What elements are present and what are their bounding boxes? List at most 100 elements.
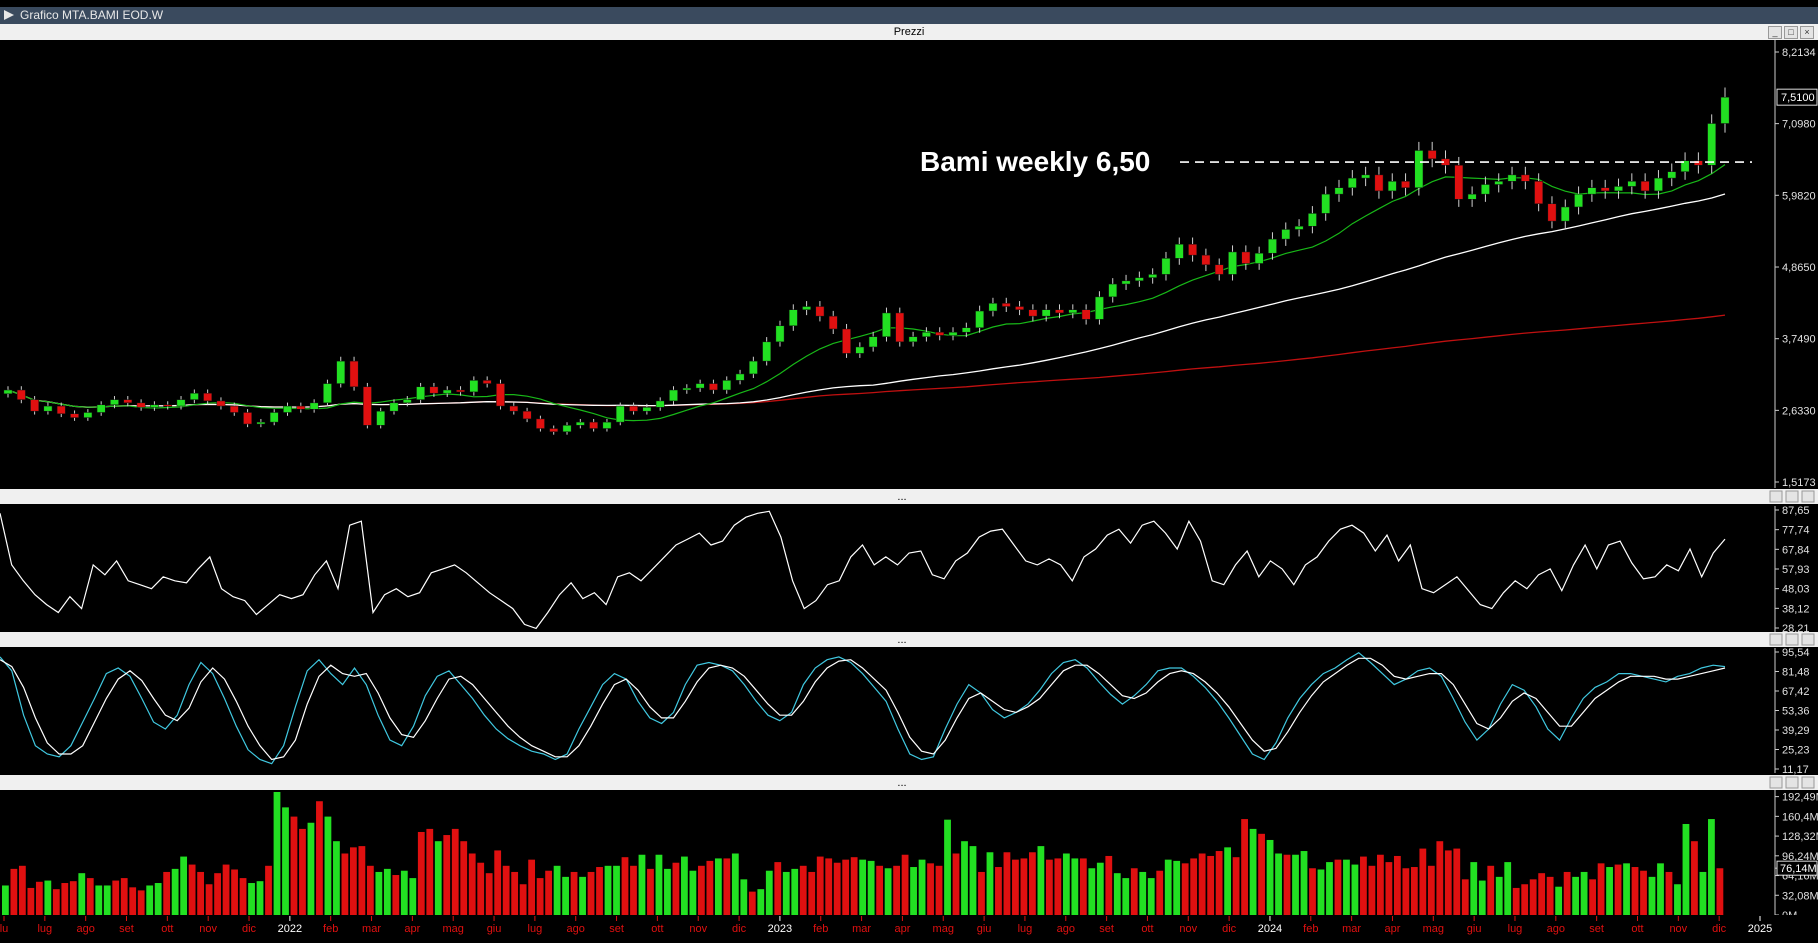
x-tick-label: ago [1547,923,1565,935]
x-tick-label: mag [443,923,464,935]
volume-bar [545,870,553,915]
volume-bar [222,864,230,915]
volume-bar [706,860,714,915]
volume-bar [239,878,247,915]
x-tick-label: dic [242,923,257,935]
candle [309,399,319,413]
volume-bar [69,881,77,915]
volume-bar [400,870,408,915]
volume-bar [1164,859,1172,915]
volume-bar [562,876,569,915]
volume-bar [723,858,731,915]
volume-bar [1657,863,1664,915]
volume-bar [918,859,926,915]
minimize-icon[interactable]: _ [1768,26,1782,39]
candle [642,403,652,415]
candle [1494,173,1504,193]
volume-bar [961,841,968,915]
candle [1055,304,1064,319]
volume-bar [740,879,748,915]
volume-bar [1385,862,1393,915]
volume-tick-label: 32,08M [1782,890,1818,902]
close-icon[interactable] [1801,633,1815,646]
candle [868,331,878,352]
candle [855,342,865,358]
volume-bar [1054,858,1062,915]
candle [30,396,39,415]
maximize-icon[interactable]: □ [1784,26,1798,39]
candle [243,409,252,428]
candle [735,369,745,385]
volume-bar [1538,873,1546,915]
candle [296,402,306,413]
volume-panel-header [0,775,1818,790]
maximize-icon[interactable] [1785,776,1799,789]
candle [1334,179,1344,202]
candle [229,402,239,416]
volume-bar [995,867,1002,915]
candle [1241,245,1251,270]
price-tick-label: 5,9820 [1782,190,1816,202]
maximize-icon[interactable] [1785,490,1799,503]
price-tick-label: 1,5173 [1782,477,1816,489]
volume-bar [154,883,162,915]
candle [362,382,372,429]
candle [922,327,931,342]
volume-bar [1266,839,1274,915]
volume-bar [1292,854,1299,915]
volume-bar [816,856,824,915]
candle [1214,258,1224,281]
x-tick-label: nov [199,923,217,935]
volume-bar [630,865,637,915]
x-tick-label: lug [1508,923,1523,935]
candle [1467,186,1477,207]
x-tick-label: dic [1712,923,1727,935]
candle [988,297,998,317]
close-icon[interactable] [1801,776,1815,789]
volume-bar [655,854,663,915]
volume-bar [528,859,536,915]
volume-bar [1334,859,1342,915]
minimize-icon[interactable] [1769,633,1783,646]
candle [1188,237,1197,262]
volume-bar [604,865,612,915]
minimize-icon[interactable] [1769,776,1783,789]
volume-bar [1665,871,1673,915]
candle [56,402,66,418]
price-panel-title: Prezzi [893,26,925,38]
close-icon[interactable]: × [1800,26,1814,39]
last-volume-label: 76,14M [1780,863,1817,875]
minimize-icon[interactable] [1769,490,1783,503]
volume-bar [1045,859,1053,915]
volume-bar [214,873,221,915]
x-tick-label: 2024 [1258,923,1282,935]
indicator-tick-label: 67,84 [1782,544,1810,556]
indicator-tick-label: 38,12 [1782,603,1810,615]
volume-bar [697,865,705,915]
x-tick-label: set [1589,923,1604,935]
volume-bar [986,852,994,915]
x-tick-label: 2022 [278,923,302,935]
volume-bar [307,822,315,915]
maximize-icon[interactable] [1785,633,1799,646]
candle [1134,271,1144,287]
volume-bar [52,889,60,915]
candle [549,425,559,435]
price-tick-label: 2,6330 [1782,405,1816,417]
volume-bar [1207,855,1215,915]
candle [203,389,213,405]
volume-bar [935,865,943,915]
window-title-bar[interactable]: Grafico MTA.BAMI EOD.W [0,7,1818,24]
x-tick-label: ago [76,923,94,935]
x-tick-label: mar [852,923,871,935]
stochastic-panel: ... 95,54 81,48 67,42 53,36 39,29 25,23 11,17 [0,632,1818,776]
x-tick-label: giu [487,923,502,935]
volume-tick-label: 160,4M [1782,811,1818,823]
volume-bar [1410,867,1418,915]
x-tick-label: lug [37,923,52,935]
close-icon[interactable] [1801,490,1815,503]
indicator-tick-label: 77,74 [1782,525,1810,537]
candle [176,396,186,410]
candle [842,323,851,358]
